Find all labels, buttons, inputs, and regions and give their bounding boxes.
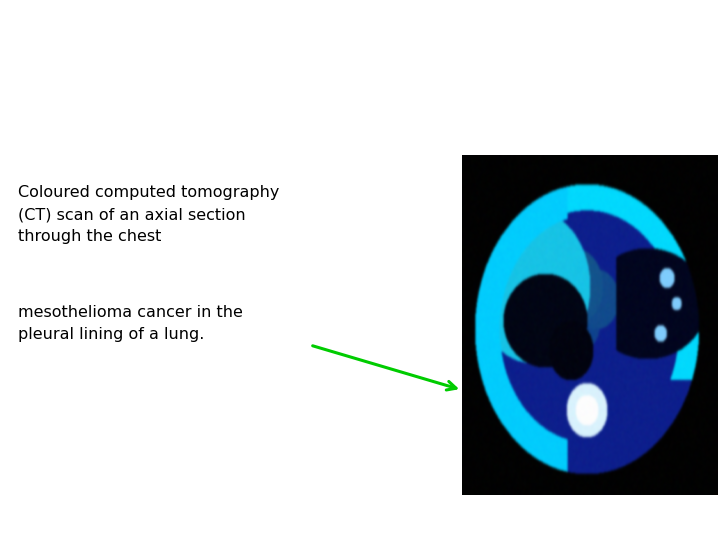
Text: Coloured computed tomography
(CT) scan of an axial section
through the chest: Coloured computed tomography (CT) scan o… xyxy=(18,185,279,245)
Text: mesothelioma cancer in the
pleural lining of a lung.: mesothelioma cancer in the pleural linin… xyxy=(18,305,243,342)
Text: Mesothelioma (C.T. scan): Mesothelioma (C.T. scan) xyxy=(133,30,587,64)
